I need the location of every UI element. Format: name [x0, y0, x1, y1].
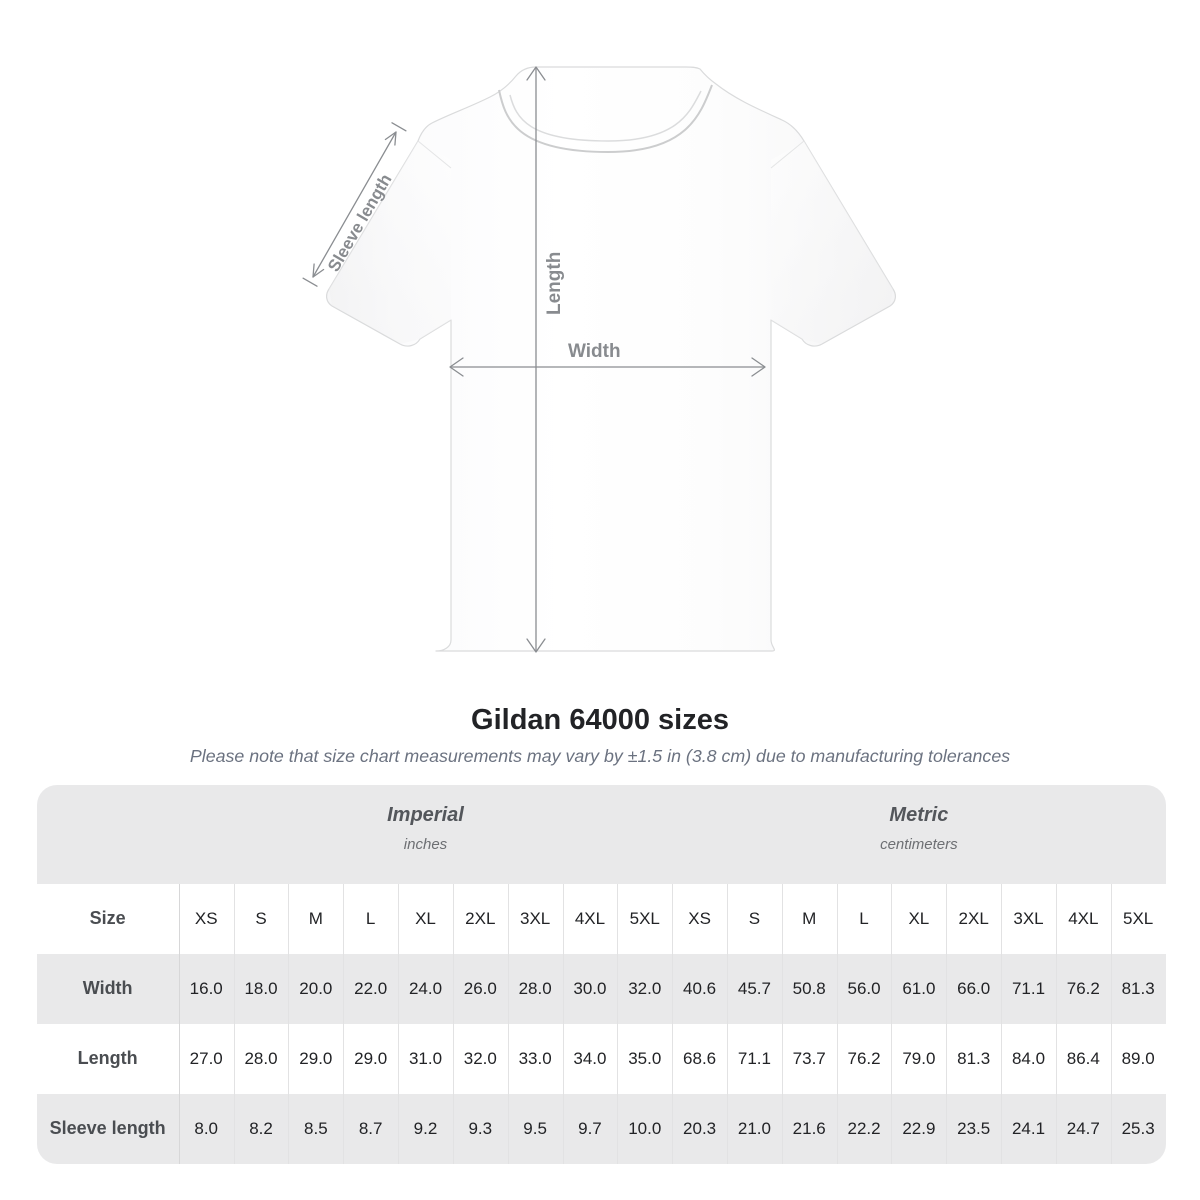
svg-text:Length: Length	[544, 252, 565, 315]
svg-text:Width: Width	[568, 341, 621, 362]
